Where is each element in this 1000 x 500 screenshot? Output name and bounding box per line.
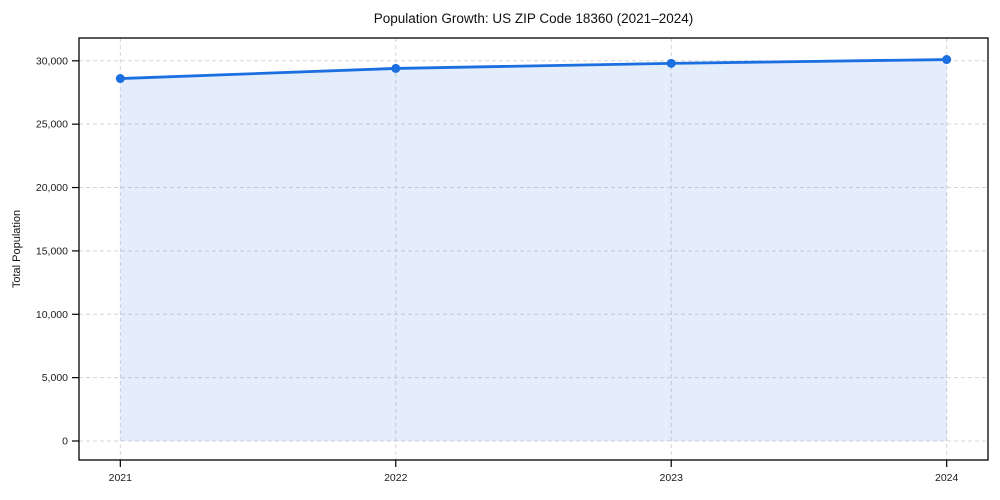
x-tick-label: 2022 — [384, 472, 408, 484]
y-tick-label: 25,000 — [36, 119, 68, 131]
x-tick-label: 2024 — [935, 472, 959, 484]
chart-title: Population Growth: US ZIP Code 18360 (20… — [373, 11, 694, 26]
data-point-2022 — [391, 63, 401, 73]
y-tick-label: 0 — [62, 435, 68, 447]
plot-border — [78, 37, 989, 461]
y-tick-label: 15,000 — [36, 245, 68, 257]
y-tick-label: 10,000 — [36, 309, 68, 321]
data-point-2021 — [115, 74, 125, 84]
y-tick-label: 30,000 — [36, 55, 68, 67]
x-tick-label: 2023 — [660, 472, 684, 484]
y-tick-label: 20,000 — [36, 182, 68, 194]
y-tick-label: 5,000 — [42, 372, 68, 384]
data-point-2023 — [666, 58, 676, 68]
data-point-2024 — [942, 55, 952, 65]
x-tick-label: 2021 — [109, 472, 133, 484]
data-line — [118, 58, 949, 80]
area-fill — [120, 59, 947, 441]
